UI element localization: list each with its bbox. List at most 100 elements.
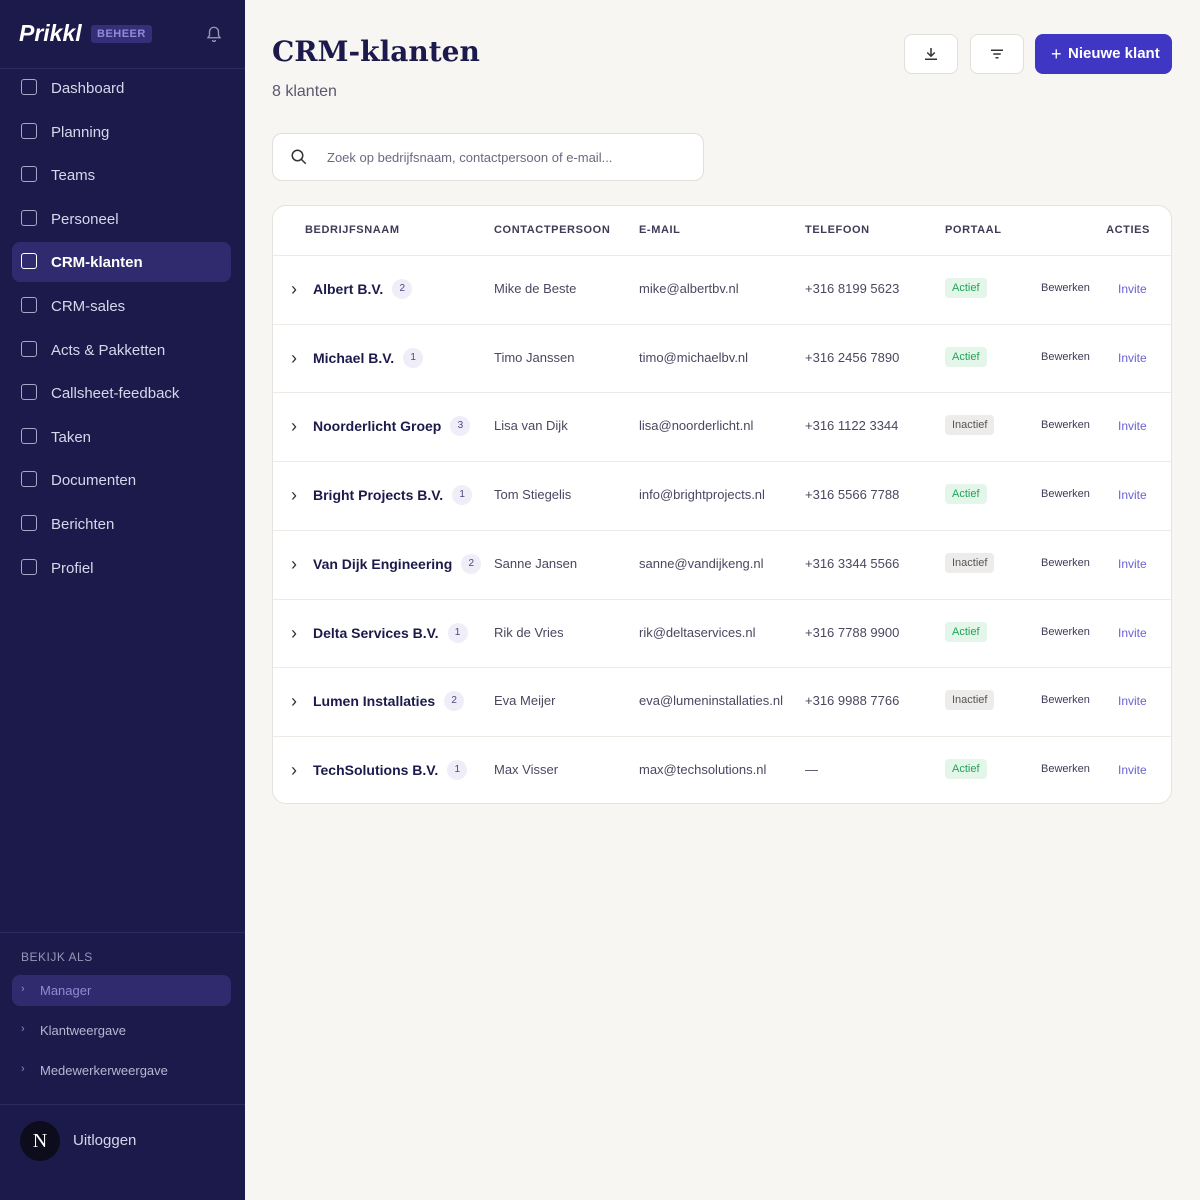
nav-item[interactable]: Dashboard: [51, 80, 125, 97]
nav-item[interactable]: CRM-sales: [51, 298, 126, 315]
edit-link[interactable]: Bewerken: [1041, 419, 1090, 432]
phone: —: [805, 761, 818, 777]
nav-item[interactable]: Taken: [51, 428, 92, 446]
portal-status: Inactief: [945, 415, 995, 436]
chevron: ›: [21, 1023, 25, 1035]
divider: [0, 68, 245, 69]
contact-count: 2: [444, 691, 465, 712]
edit-link[interactable]: Bewerken: [1041, 350, 1090, 363]
filter-button[interactable]: [970, 34, 1024, 74]
portal-status: Actief: [945, 484, 987, 505]
expand-chevron[interactable]: ›: [291, 622, 297, 643]
nav-item[interactable]: Documenten: [51, 472, 137, 490]
view-as-label: BEKIJK ALS: [21, 950, 93, 964]
view-option[interactable]: Medewerkerweergave: [40, 1062, 168, 1078]
invite-link[interactable]: Invite: [1118, 625, 1147, 640]
edit-link[interactable]: Bewerken: [1041, 694, 1090, 707]
phone: +316 5566 7788: [805, 487, 900, 503]
email: mike@albertbv.nl: [639, 281, 739, 296]
row-divider: [273, 598, 1171, 600]
download-button[interactable]: [904, 34, 958, 74]
edit-link[interactable]: Bewerken: [1041, 556, 1090, 569]
divider: [0, 1104, 245, 1105]
contact-count: 1: [447, 759, 468, 780]
invite-link[interactable]: Invite: [1118, 488, 1147, 503]
company-name: TechSolutions B.V.: [313, 761, 439, 778]
expand-chevron[interactable]: ›: [291, 759, 297, 780]
phone: +316 3344 5566: [805, 555, 900, 571]
portal-status: Actief: [945, 346, 987, 367]
contact: Tom Stiegelis: [494, 487, 572, 503]
contact: Lisa van Dijk: [494, 418, 568, 434]
company-name: Van Dijk Engineering: [313, 555, 453, 572]
contact: Mike de Beste: [494, 281, 577, 296]
logo: Prikkl: [19, 20, 82, 46]
contact: Timo Janssen: [494, 349, 575, 365]
nav-item[interactable]: Acts & Pakketten: [51, 341, 166, 359]
column-header: E-MAIL: [639, 224, 681, 236]
expand-chevron[interactable]: ›: [291, 553, 297, 574]
contact: Eva Meijer: [494, 693, 556, 709]
expand-chevron[interactable]: ›: [291, 279, 297, 299]
phone: +316 7788 9900: [805, 624, 900, 640]
email: timo@michaelbv.nl: [639, 349, 749, 365]
nav-item[interactable]: Personeel: [51, 210, 119, 228]
phone: +316 2456 7890: [805, 349, 900, 365]
nav-icon: [21, 515, 37, 531]
nav-icon: [21, 297, 37, 313]
expand-chevron[interactable]: ›: [291, 485, 297, 506]
new-client-button[interactable]: + Nieuwe klant: [1035, 34, 1172, 74]
company-name: Bright Projects B.V.: [313, 487, 444, 504]
portal-status: Inactief: [945, 690, 995, 711]
edit-link[interactable]: Bewerken: [1041, 488, 1090, 501]
nav-icon: [21, 253, 37, 270]
column-header: PORTAAL: [945, 224, 1002, 236]
contact-count: 1: [447, 622, 468, 643]
invite-link[interactable]: Invite: [1118, 762, 1147, 777]
email: max@techsolutions.nl: [639, 761, 767, 777]
edit-link[interactable]: Bewerken: [1041, 625, 1090, 638]
portal-status: Inactief: [945, 552, 995, 573]
company-name: Lumen Installaties: [313, 693, 436, 710]
nav-icon: [21, 427, 37, 444]
new-client-label: Nieuwe klant: [1068, 45, 1160, 62]
chevron: ›: [21, 1062, 25, 1075]
invite-link[interactable]: Invite: [1118, 694, 1147, 709]
contact-count: 1: [452, 485, 473, 506]
contact-count: 2: [461, 553, 482, 574]
expand-chevron[interactable]: ›: [291, 691, 297, 712]
nav-item[interactable]: CRM-klanten: [51, 254, 143, 272]
logout[interactable]: Uitloggen: [73, 1132, 137, 1149]
bell-icon[interactable]: [205, 25, 223, 43]
expand-chevron[interactable]: ›: [291, 347, 297, 368]
edit-link[interactable]: Bewerken: [1041, 282, 1090, 294]
row-divider: [273, 255, 1171, 256]
nav-item[interactable]: Callsheet-feedback: [51, 385, 180, 403]
nav-item[interactable]: Berichten: [51, 516, 115, 533]
expand-chevron[interactable]: ›: [291, 416, 297, 437]
portal-status: Actief: [945, 758, 987, 779]
nav-item[interactable]: Teams: [51, 167, 96, 185]
table: BEDRIJFSNAAM CONTACTPERSOON E-MAIL TELEFOON…: [272, 205, 1172, 804]
view-option[interactable]: Manager: [40, 983, 92, 998]
email: eva@lumeninstallaties.nl: [639, 693, 783, 709]
badge: BEHEER: [91, 25, 152, 43]
search-box[interactable]: Zoek op bedrijfsnaam, contactpersoon of …: [272, 133, 704, 181]
edit-link[interactable]: Bewerken: [1041, 762, 1090, 775]
row-divider: [273, 529, 1171, 531]
company-name: Noorderlicht Groep: [313, 418, 442, 435]
nav-icon: [21, 384, 37, 401]
nav-item[interactable]: Profiel: [51, 559, 94, 577]
contact: Rik de Vries: [494, 624, 564, 640]
nav-item[interactable]: Planning: [51, 123, 110, 141]
invite-link[interactable]: Invite: [1118, 556, 1147, 571]
invite-link[interactable]: Invite: [1118, 282, 1147, 296]
column-header: BEDRIJFSNAAM: [305, 224, 400, 236]
view-option[interactable]: Klantweergave: [40, 1023, 126, 1038]
nav-icon: [21, 79, 37, 95]
contact: Sanne Jansen: [494, 555, 578, 571]
invite-link[interactable]: Invite: [1118, 419, 1147, 434]
invite-link[interactable]: Invite: [1118, 350, 1147, 365]
row-divider: [273, 323, 1171, 325]
